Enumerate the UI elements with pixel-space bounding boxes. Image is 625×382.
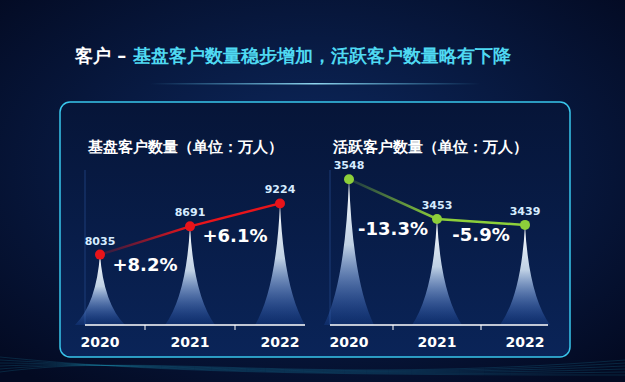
point bbox=[432, 214, 442, 224]
change-annotation: -5.9% bbox=[452, 224, 509, 245]
point bbox=[344, 174, 354, 184]
data-label: 3453 bbox=[422, 199, 453, 212]
plot-marks bbox=[75, 198, 305, 325]
peak bbox=[324, 179, 374, 325]
x-tick-label: 2021 bbox=[171, 334, 210, 350]
panel bbox=[60, 102, 570, 357]
data-label: 3548 bbox=[334, 159, 365, 172]
decor-wave bbox=[0, 365, 625, 372]
point bbox=[95, 250, 105, 260]
data-label: 3439 bbox=[510, 205, 541, 218]
x-separator bbox=[235, 325, 236, 330]
title-text: 基盘客户数量稳步增加，活跃客户数量略有下降 bbox=[132, 45, 512, 66]
y-axis bbox=[330, 170, 331, 325]
x-axis bbox=[330, 324, 548, 326]
change-annotation: +8.2% bbox=[112, 254, 177, 275]
page: 客户 – 基盘客户数量稳步增加，活跃客户数量略有下降基盘客户数量（单位：万人） 2… bbox=[0, 0, 625, 382]
decor-wave bbox=[0, 360, 625, 372]
change-annotation: -13.3% bbox=[358, 218, 428, 239]
line bbox=[100, 203, 280, 254]
page-title: 客户 – 基盘客户数量稳步增加，活跃客户数量略有下降 bbox=[74, 45, 512, 66]
decor-wave bbox=[0, 360, 625, 373]
peak bbox=[255, 203, 305, 325]
title-highlight bbox=[150, 83, 480, 85]
decor-wave bbox=[0, 363, 625, 371]
chart-title: 活跃客户数量（单位：万人） bbox=[332, 138, 528, 156]
decor-wave bbox=[0, 357, 625, 375]
background bbox=[0, 0, 625, 382]
x-axis bbox=[85, 324, 305, 326]
x-tick-label: 2021 bbox=[418, 334, 457, 350]
x-tick-label: 2020 bbox=[330, 334, 369, 350]
x-tick-label: 2022 bbox=[261, 334, 300, 350]
chart-title: 基盘客户数量（单位：万人） bbox=[87, 138, 283, 156]
x-separator bbox=[393, 325, 394, 330]
x-separator bbox=[145, 325, 146, 330]
plot-marks bbox=[324, 174, 550, 325]
title-prefix: 客户 – bbox=[74, 45, 133, 66]
change-annotation: +6.1% bbox=[202, 225, 267, 246]
x-tick-label: 2020 bbox=[81, 334, 120, 350]
data-label: 8035 bbox=[85, 235, 116, 248]
x-separator bbox=[481, 325, 482, 330]
x-tick-label: 2022 bbox=[506, 334, 545, 350]
data-label: 8691 bbox=[175, 206, 206, 219]
point bbox=[520, 220, 530, 230]
point bbox=[275, 198, 285, 208]
point bbox=[185, 221, 195, 231]
data-label: 9224 bbox=[265, 183, 296, 196]
